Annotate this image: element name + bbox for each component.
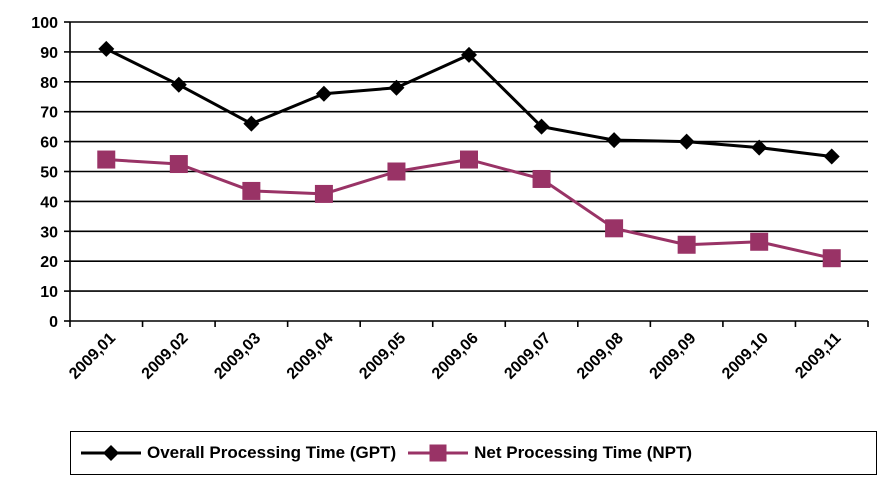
y-tick-label: 70 xyxy=(40,105,58,122)
y-tick-label: 80 xyxy=(40,75,58,92)
y-tick-label: 40 xyxy=(40,194,58,211)
x-axis: 2009,01 2009,02 2009,03 2009,04 2009,05 2009,… xyxy=(66,321,869,383)
x-tick-label: 2009,02 xyxy=(139,330,192,383)
series-line-1 xyxy=(106,158,833,260)
data-point-diamond xyxy=(823,148,840,165)
gridlines xyxy=(70,21,868,322)
x-tick-label: 2009,05 xyxy=(356,330,409,383)
data-point-square xyxy=(532,169,551,188)
data-point-square xyxy=(460,150,478,169)
data-point-square xyxy=(822,249,841,268)
data-point-diamond xyxy=(533,118,550,135)
data-point-diamond xyxy=(388,79,405,96)
data-point-diamond xyxy=(98,40,115,57)
y-tick-label: 10 xyxy=(40,284,58,301)
data-point-diamond xyxy=(751,139,768,156)
x-tick-label: 2009,01 xyxy=(66,330,119,383)
x-tick-label: 2009,07 xyxy=(501,330,554,383)
data-point-square xyxy=(242,181,261,200)
x-tick-label: 2009,08 xyxy=(574,330,627,383)
data-point-square xyxy=(605,219,624,238)
x-tick-label: 2009,10 xyxy=(719,330,772,383)
legend-item-gpt: Overall Processing Time (GPT) xyxy=(81,443,396,463)
legend: Overall Processing Time (GPT) Net Proces… xyxy=(70,431,877,475)
data-point-square xyxy=(677,235,696,254)
legend-square-line-icon xyxy=(408,444,469,462)
x-tick-label: 2009,04 xyxy=(284,330,337,383)
data-point-square xyxy=(750,232,769,251)
data-point-square xyxy=(387,162,406,181)
y-axis: 0 10 20 30 40 50 60 70 80 90 100 xyxy=(31,15,71,331)
y-tick-label: 50 xyxy=(40,165,58,182)
data-point-diamond xyxy=(678,133,695,150)
legend-diamond-line-icon xyxy=(81,445,141,461)
data-point-diamond xyxy=(170,76,187,93)
y-tick-label: 100 xyxy=(31,15,58,32)
y-tick-label: 30 xyxy=(40,224,58,241)
series-line-0 xyxy=(105,47,832,159)
legend-label-gpt: Overall Processing Time (GPT) xyxy=(147,443,397,462)
legend-label-npt: Net Processing Time (NPT) xyxy=(474,443,693,462)
y-tick-label: 60 xyxy=(40,135,58,152)
data-point-diamond xyxy=(606,132,623,149)
data-point-diamond xyxy=(243,115,260,132)
data-point-square xyxy=(97,150,116,169)
x-tick-label: 2009,03 xyxy=(211,330,264,383)
data-point-diamond xyxy=(315,85,332,102)
data-point-square xyxy=(314,184,333,203)
y-tick-label: 20 xyxy=(40,254,58,271)
data-point-diamond xyxy=(461,46,477,63)
legend-item-npt: Net Processing Time (NPT) xyxy=(408,443,692,463)
y-tick-label: 90 xyxy=(40,45,58,62)
x-tick-label: 2009,09 xyxy=(647,330,700,383)
x-tick-label: 2009,06 xyxy=(429,330,482,383)
series-group xyxy=(97,40,841,268)
data-point-square xyxy=(169,155,188,174)
x-tick-label: 2009,11 xyxy=(792,330,844,382)
y-tick-label: 0 xyxy=(49,314,58,331)
